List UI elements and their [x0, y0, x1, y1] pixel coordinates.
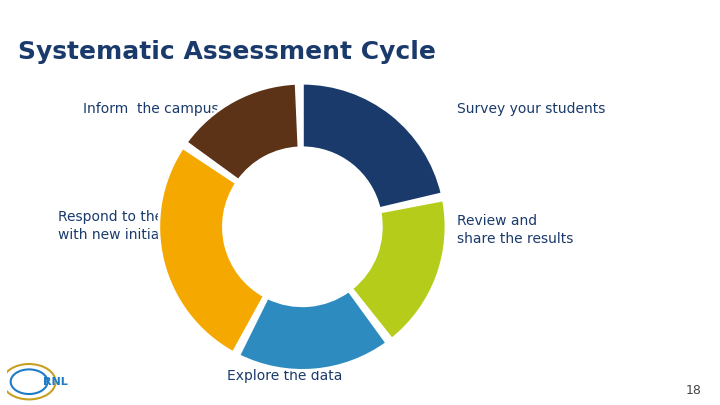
Wedge shape — [239, 291, 387, 371]
Wedge shape — [302, 83, 442, 209]
Text: Inform  the campus: Inform the campus — [83, 102, 218, 116]
Text: Review and
share the results: Review and share the results — [457, 214, 574, 245]
Wedge shape — [351, 200, 446, 339]
Wedge shape — [159, 147, 264, 353]
Wedge shape — [186, 83, 299, 180]
Text: Survey your students: Survey your students — [457, 102, 606, 116]
Text: Respond to the data
with new initiatives: Respond to the data with new initiatives — [58, 211, 199, 242]
Text: 18: 18 — [686, 384, 702, 397]
Text: Systematic Assessment Cycle: Systematic Assessment Cycle — [18, 40, 436, 64]
Text: RNL: RNL — [43, 377, 68, 387]
Text: Explore the data: Explore the data — [227, 369, 342, 383]
